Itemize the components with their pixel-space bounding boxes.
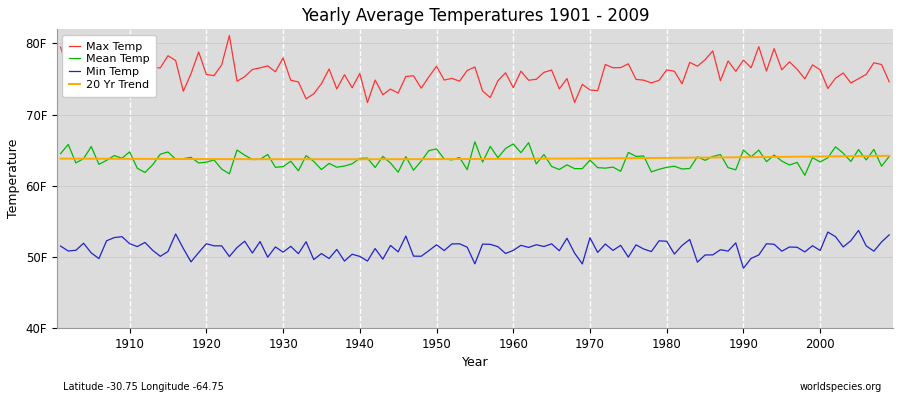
20 Yr Trend [55,156,66,161]
20 Yr Trend [116,156,127,161]
Max Temp [116,61,127,66]
20 Yr Trend [508,156,518,161]
Max Temp [884,79,895,84]
Line: Mean Temp: Mean Temp [60,142,889,175]
Line: Min Temp: Min Temp [60,230,889,268]
Line: 20 Yr Trend: 20 Yr Trend [60,156,889,159]
Min Temp [508,248,518,253]
Mean Temp [516,150,526,155]
20 Yr Trend [516,156,526,161]
Max Temp [55,45,66,50]
Y-axis label: Temperature: Temperature [7,139,20,218]
Title: Yearly Average Temperatures 1901 - 2009: Yearly Average Temperatures 1901 - 2009 [301,7,649,25]
20 Yr Trend [884,153,895,158]
Legend: Max Temp, Mean Temp, Min Temp, 20 Yr Trend: Max Temp, Mean Temp, Min Temp, 20 Yr Tre… [62,35,156,97]
Mean Temp [331,165,342,170]
Min Temp [55,244,66,248]
Mean Temp [799,173,810,178]
Min Temp [500,251,511,256]
Text: Latitude -30.75 Longitude -64.75: Latitude -30.75 Longitude -64.75 [63,382,224,392]
20 Yr Trend [608,156,618,161]
Max Temp [523,78,534,83]
X-axis label: Year: Year [462,356,488,369]
Mean Temp [884,154,895,159]
Mean Temp [285,159,296,164]
Mean Temp [116,156,127,161]
Min Temp [600,242,611,246]
20 Yr Trend [285,157,296,162]
20 Yr Trend [339,157,350,162]
Min Temp [853,228,864,233]
Max Temp [293,80,304,84]
Max Temp [616,65,626,70]
Min Temp [285,244,296,249]
Text: worldspecies.org: worldspecies.org [800,382,882,392]
Min Temp [116,234,127,239]
Max Temp [362,100,373,105]
Line: Max Temp: Max Temp [60,36,889,102]
Max Temp [224,33,235,38]
Min Temp [738,266,749,271]
Mean Temp [470,139,481,144]
Mean Temp [508,142,518,146]
Max Temp [339,72,350,77]
Mean Temp [55,151,66,156]
Min Temp [331,247,342,252]
20 Yr Trend [331,157,342,162]
Mean Temp [608,165,618,170]
Max Temp [516,69,526,74]
Min Temp [884,232,895,237]
